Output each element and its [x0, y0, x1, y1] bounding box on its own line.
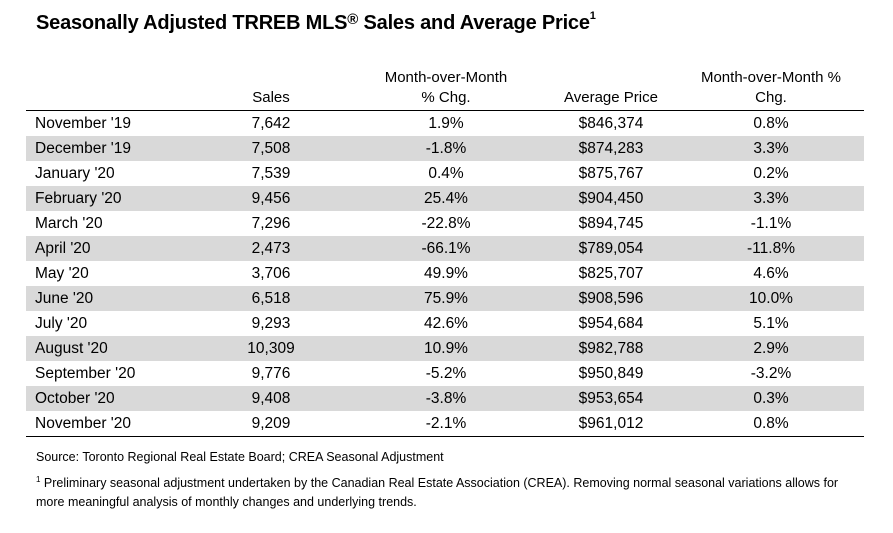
- price-change-cell: 0.8%: [753, 115, 789, 132]
- sales-change-cell: -2.1%: [425, 415, 467, 432]
- price-change-cell: 10.0%: [749, 290, 793, 307]
- title-suffix: Sales and Average Price: [358, 12, 590, 34]
- month-cell: September '20: [35, 365, 136, 382]
- table-row: November '20 9,209 -2.1% $961,012 0.8%: [26, 411, 864, 437]
- table-row: May '20 3,706 49.9% $825,707 4.6%: [26, 261, 864, 286]
- footnote: 1 Preliminary seasonal adjustment undert…: [36, 470, 866, 512]
- month-cell: January '20: [35, 165, 115, 182]
- sales-cell: 7,296: [251, 215, 291, 232]
- average-price-cell: $875,767: [578, 165, 644, 182]
- table-header: Sales Month-over-Month % Chg. Average Pr…: [26, 68, 864, 111]
- price-change-cell: 2.9%: [753, 340, 789, 357]
- sales-change-cell: -3.8%: [425, 390, 467, 407]
- month-cell: July '20: [35, 315, 88, 332]
- sales-change-cell: -66.1%: [421, 240, 471, 257]
- table-row: April '20 2,473 -66.1% $789,054 -11.8%: [26, 236, 864, 261]
- average-price-cell: $894,745: [578, 215, 644, 232]
- table-row: October '20 9,408 -3.8% $953,654 0.3%: [26, 386, 864, 411]
- month-cell: December '19: [35, 140, 132, 157]
- price-change-cell: 3.3%: [753, 140, 789, 157]
- month-cell: November '19: [35, 115, 132, 132]
- price-change-cell: -3.2%: [750, 365, 792, 382]
- sales-cell: 3,706: [251, 265, 291, 282]
- sales-cell: 7,508: [251, 140, 291, 157]
- sales-cell: 7,539: [251, 165, 291, 182]
- price-change-cell: -11.8%: [747, 240, 795, 257]
- month-cell: March '20: [35, 215, 103, 232]
- average-price-cell: $825,707: [578, 265, 644, 282]
- sales-cell: 9,408: [251, 390, 291, 407]
- month-cell: November '20: [35, 415, 132, 432]
- table-row: March '20 7,296 -22.8% $894,745 -1.1%: [26, 211, 864, 236]
- month-cell: February '20: [35, 190, 122, 207]
- table-row: December '19 7,508 -1.8% $874,283 3.3%: [26, 136, 864, 161]
- average-price-cell: $961,012: [578, 415, 644, 432]
- table-body: November '19 7,642 1.9% $846,374 0.8% Decembe…: [26, 111, 864, 437]
- average-price-cell: $789,054: [578, 240, 644, 257]
- sales-cell: 10,309: [247, 340, 295, 357]
- table-row: January '20 7,539 0.4% $875,767 0.2%: [26, 161, 864, 186]
- table-row: August '20 10,309 10.9% $982,788 2.9%: [26, 336, 864, 361]
- page-title: Seasonally Adjusted TRREB MLS® Sales and…: [36, 10, 596, 35]
- average-price-cell: $982,788: [578, 340, 644, 357]
- sales-change-cell: -1.8%: [425, 140, 467, 157]
- source-note: Source: Toronto Regional Real Estate Boa…: [36, 450, 444, 464]
- sales-cell: 9,456: [251, 190, 291, 207]
- header-mom-sales-line2: % Chg.: [421, 89, 471, 106]
- average-price-cell: $950,849: [578, 365, 644, 382]
- month-cell: October '20: [35, 390, 115, 407]
- month-cell: May '20: [35, 265, 89, 282]
- price-change-cell: 0.3%: [753, 390, 789, 407]
- header-sales: Sales: [252, 89, 290, 106]
- header-mom-sales-line1: Month-over-Month: [384, 69, 508, 86]
- footnote-text: Preliminary seasonal adjustment undertak…: [36, 476, 839, 510]
- sales-price-table: Sales Month-over-Month % Chg. Average Pr…: [26, 68, 864, 437]
- price-change-cell: 0.2%: [753, 165, 789, 182]
- sales-change-cell: 25.4%: [424, 190, 468, 207]
- sales-change-cell: -22.8%: [421, 215, 471, 232]
- sales-cell: 9,293: [251, 315, 291, 332]
- average-price-cell: $874,283: [578, 140, 644, 157]
- average-price-cell: $908,596: [578, 290, 644, 307]
- sales-cell: 7,642: [251, 115, 291, 132]
- average-price-cell: $953,654: [578, 390, 644, 407]
- registered-mark: ®: [347, 11, 359, 28]
- sales-change-cell: 1.9%: [428, 115, 464, 132]
- price-change-cell: 3.3%: [753, 190, 789, 207]
- price-change-cell: 5.1%: [753, 315, 789, 332]
- footnote-mark: 1: [36, 475, 41, 484]
- title-footnote-mark: 1: [589, 10, 596, 22]
- sales-change-cell: -5.2%: [425, 365, 467, 382]
- sales-change-cell: 42.6%: [424, 315, 468, 332]
- month-cell: April '20: [35, 240, 91, 257]
- title-text: Seasonally Adjusted TRREB MLS: [36, 12, 348, 34]
- price-change-cell: 4.6%: [753, 265, 789, 282]
- table-row: July '20 9,293 42.6% $954,684 5.1%: [26, 311, 864, 336]
- sales-cell: 9,776: [251, 365, 291, 382]
- price-change-cell: 0.8%: [753, 415, 789, 432]
- table-row: June '20 6,518 75.9% $908,596 10.0%: [26, 286, 864, 311]
- table-row: November '19 7,642 1.9% $846,374 0.8%: [26, 111, 864, 136]
- sales-change-cell: 0.4%: [428, 165, 464, 182]
- header-mom-price-line2: Chg.: [755, 89, 787, 106]
- average-price-cell: $954,684: [578, 315, 644, 332]
- table-row: February '20 9,456 25.4% $904,450 3.3%: [26, 186, 864, 211]
- header-average-price: Average Price: [564, 89, 658, 106]
- month-cell: June '20: [35, 290, 94, 307]
- average-price-cell: $846,374: [578, 115, 644, 132]
- sales-cell: 2,473: [251, 240, 291, 257]
- sales-cell: 6,518: [251, 290, 291, 307]
- sales-change-cell: 49.9%: [424, 265, 468, 282]
- sales-cell: 9,209: [251, 415, 291, 432]
- header-mom-price-line1: Month-over-Month %: [700, 69, 842, 86]
- table-row: September '20 9,776 -5.2% $950,849 -3.2%: [26, 361, 864, 386]
- average-price-cell: $904,450: [578, 190, 644, 207]
- sales-change-cell: 75.9%: [424, 290, 468, 307]
- month-cell: August '20: [35, 340, 108, 357]
- price-change-cell: -1.1%: [750, 215, 792, 232]
- sales-change-cell: 10.9%: [424, 340, 468, 357]
